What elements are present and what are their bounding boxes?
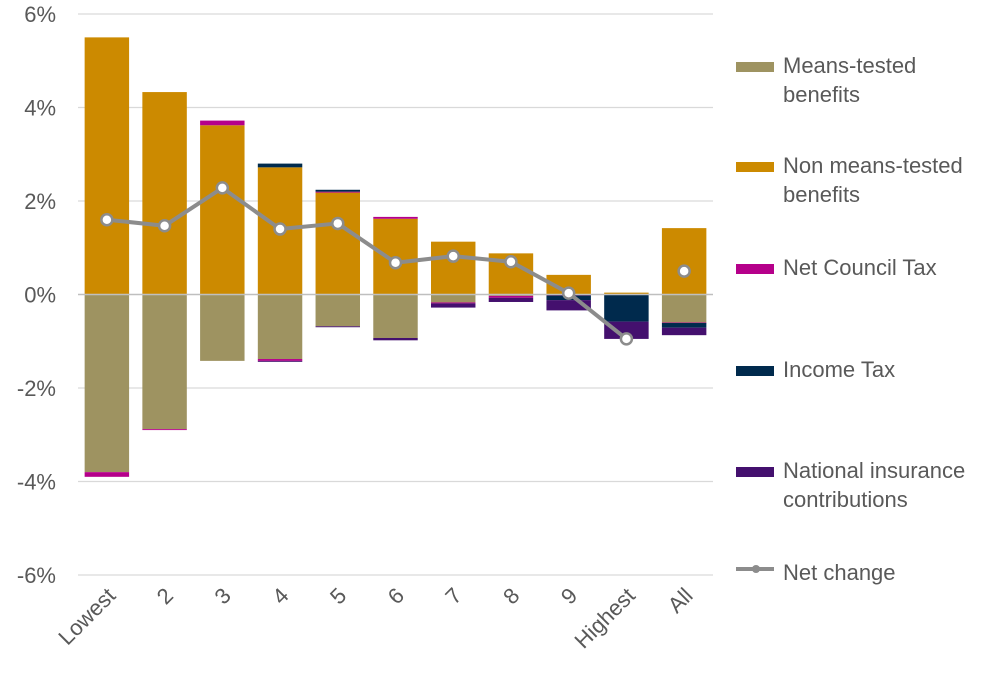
bar-council-tax	[373, 216, 418, 219]
y-axis-labels: 6% 4% 2% 0% -2% -4% -6%	[17, 2, 56, 588]
legend-label-means-tested: Means-tested benefits	[783, 53, 917, 107]
bar-means-tested	[315, 294, 360, 327]
net-change-line	[100, 181, 691, 346]
y-tick-label: 2%	[24, 189, 56, 214]
bar-council-tax	[142, 429, 187, 431]
bar-council-tax	[315, 191, 360, 193]
x-tick-label: All	[663, 583, 698, 618]
bar-means-tested	[200, 294, 245, 361]
bar-income-tax	[661, 323, 707, 328]
bar-means-tested	[142, 294, 187, 430]
net-change-point	[331, 216, 345, 231]
x-tick-label: 5	[325, 583, 351, 609]
bar-council-tax	[84, 472, 130, 477]
bar-means-tested	[661, 294, 707, 323]
legend-label-national-insurance: National insurance contributions	[783, 458, 966, 512]
bar-non-means-tested	[315, 192, 360, 295]
bar-national-insurance	[315, 326, 360, 328]
bar-non-means-tested	[142, 92, 187, 295]
bar-council-tax	[488, 295, 534, 298]
bar-non-means-tested	[200, 125, 245, 295]
bar-national-insurance	[488, 297, 534, 302]
net-change-point	[157, 219, 172, 233]
bar-council-tax	[257, 359, 303, 361]
x-tick-label: Highest	[570, 583, 640, 653]
net-change-point	[619, 332, 634, 346]
y-tick-label: -4%	[17, 470, 56, 495]
bar-means-tested	[373, 294, 418, 338]
bar-national-insurance	[604, 321, 649, 339]
x-tick-label: 7	[440, 583, 466, 609]
x-tick-label: 6	[383, 583, 409, 609]
bar-national-insurance	[661, 327, 707, 336]
bar-national-insurance	[431, 303, 476, 308]
bar-income-tax	[604, 294, 649, 322]
bar-income-tax	[315, 189, 360, 192]
legend-item-net-change: Net change	[736, 558, 993, 587]
legend-swatch-council-tax	[736, 264, 774, 274]
bar-non-means-tested	[604, 292, 649, 295]
x-tick-label: 8	[498, 583, 524, 609]
legend-item-income-tax: Income Tax	[736, 355, 993, 384]
bar-non-means-tested	[661, 228, 707, 295]
x-tick-label: Lowest	[53, 583, 120, 650]
legend-swatch-income-tax	[736, 366, 774, 376]
legend-item-national-insurance: National insurance contributions	[736, 456, 993, 514]
net-change-point	[561, 286, 576, 300]
legend-line-net-change	[736, 558, 774, 580]
bar-means-tested	[84, 294, 130, 473]
x-tick-label: 9	[556, 583, 582, 609]
bar-means-tested	[257, 294, 303, 360]
legend: Means-tested benefits Non means-tested b…	[736, 0, 998, 674]
net-change-point	[100, 212, 114, 227]
legend-swatch-non-means-tested	[736, 162, 774, 172]
bar-non-means-tested	[84, 37, 130, 295]
y-tick-label: 6%	[24, 2, 56, 27]
legend-label-income-tax: Income Tax	[783, 357, 896, 382]
legend-label-non-means-tested: Non means-tested benefits	[783, 153, 963, 207]
bar-council-tax	[431, 302, 476, 304]
y-tick-label: -2%	[17, 376, 56, 401]
legend-item-means-tested: Means-tested benefits	[736, 51, 993, 109]
bar-income-tax	[257, 163, 303, 168]
legend-item-council-tax: Net Council Tax	[736, 253, 993, 282]
bar-council-tax	[661, 322, 707, 324]
bar-non-means-tested	[546, 274, 591, 295]
x-tick-label: 4	[267, 583, 293, 609]
net-change-point	[215, 181, 230, 195]
net-change-point	[446, 249, 460, 263]
bar-national-insurance	[546, 300, 591, 311]
legend-swatch-national-insurance	[736, 467, 774, 477]
x-tick-label: 2	[152, 583, 178, 609]
legend-swatch-means-tested	[736, 62, 774, 72]
net-change-polyline	[106, 185, 628, 341]
bar-means-tested	[431, 294, 476, 303]
net-change-point	[504, 255, 518, 269]
net-change-point	[677, 264, 691, 278]
y-tick-label: -6%	[17, 563, 56, 588]
legend-label-net-change: Net change	[783, 560, 896, 585]
legend-item-non-means-tested: Non means-tested benefits	[736, 151, 993, 209]
y-tick-label: 0%	[24, 283, 56, 308]
x-tick-label: 3	[210, 583, 236, 609]
y-tick-label: 4%	[24, 96, 56, 121]
bar-national-insurance	[373, 337, 418, 341]
net-change-point	[388, 255, 403, 270]
legend-label-council-tax: Net Council Tax	[783, 255, 937, 280]
bar-national-insurance	[257, 360, 303, 362]
bar-council-tax	[200, 120, 245, 126]
net-change-point	[273, 222, 287, 236]
